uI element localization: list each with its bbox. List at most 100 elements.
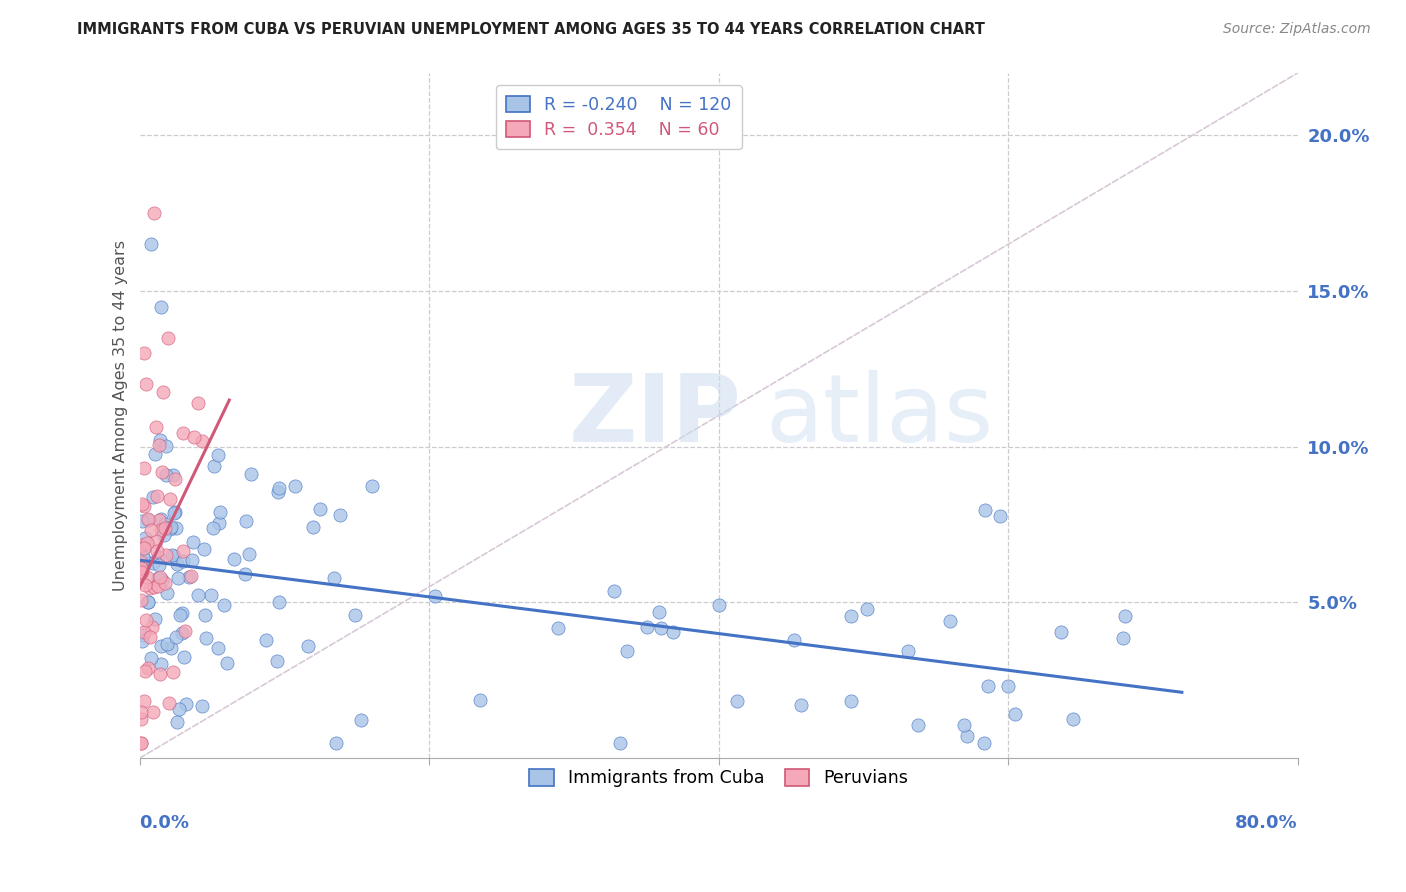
Point <box>152 385 174 400</box>
Point <box>267 595 290 609</box>
Point <box>136 536 159 550</box>
Point <box>136 595 159 609</box>
Point <box>131 628 153 642</box>
Point <box>141 620 163 634</box>
Point <box>155 439 177 453</box>
Point <box>155 467 177 482</box>
Point <box>1112 632 1135 646</box>
Point <box>297 640 319 654</box>
Point <box>603 583 626 598</box>
Point <box>136 661 159 675</box>
Point <box>159 491 181 506</box>
Point <box>165 521 187 535</box>
Point <box>143 612 166 626</box>
Point <box>131 566 153 580</box>
Point <box>183 430 205 444</box>
Point <box>165 505 187 519</box>
Point <box>839 609 862 624</box>
Point <box>302 520 325 534</box>
Point <box>136 595 159 609</box>
Point <box>148 558 170 572</box>
Point <box>136 512 159 526</box>
Point <box>132 552 155 566</box>
Text: ZIP: ZIP <box>569 369 742 461</box>
Point <box>149 657 172 672</box>
Point <box>136 513 159 527</box>
Point <box>233 567 256 582</box>
Point <box>150 573 173 587</box>
Point <box>470 693 492 707</box>
Point <box>155 585 177 599</box>
Point <box>707 598 730 612</box>
Point <box>134 664 156 678</box>
Point <box>790 698 813 712</box>
Point <box>139 237 162 252</box>
Point <box>163 549 186 563</box>
Point <box>135 377 157 392</box>
Point <box>148 549 170 564</box>
Point <box>143 447 166 461</box>
Point <box>254 632 277 647</box>
Point <box>146 543 169 558</box>
Point <box>343 607 366 622</box>
Point <box>129 538 152 552</box>
Point <box>180 568 202 582</box>
Point <box>207 448 229 462</box>
Point <box>163 506 186 520</box>
Point <box>361 479 384 493</box>
Point <box>150 300 173 314</box>
Point <box>139 581 162 595</box>
Point <box>129 560 152 574</box>
Point <box>162 467 184 482</box>
Point <box>173 650 195 665</box>
Point <box>177 569 200 583</box>
Point <box>897 643 920 657</box>
Point <box>167 702 190 716</box>
Point <box>134 578 156 592</box>
Point <box>173 624 195 639</box>
Point <box>155 575 177 590</box>
Point <box>180 552 202 566</box>
Point <box>214 599 236 613</box>
Point <box>142 705 165 719</box>
Point <box>157 697 180 711</box>
Text: IMMIGRANTS FROM CUBA VS PERUVIAN UNEMPLOYMENT AMONG AGES 35 TO 44 YEARS CORRELAT: IMMIGRANTS FROM CUBA VS PERUVIAN UNEMPLO… <box>77 22 986 37</box>
Point <box>997 679 1019 693</box>
Point <box>160 549 183 563</box>
Point <box>191 434 214 448</box>
Point <box>155 549 177 563</box>
Point <box>194 607 217 622</box>
Point <box>149 570 172 584</box>
Point <box>329 508 352 522</box>
Point <box>308 502 330 516</box>
Point <box>283 479 305 493</box>
Point <box>157 331 180 345</box>
Point <box>150 466 173 480</box>
Point <box>187 588 209 602</box>
Point <box>325 736 347 750</box>
Point <box>139 524 162 538</box>
Point <box>181 534 204 549</box>
Point <box>149 433 172 447</box>
Point <box>129 565 152 579</box>
Point <box>153 516 176 531</box>
Point <box>208 516 231 531</box>
Point <box>636 620 658 634</box>
Point <box>725 694 748 708</box>
Point <box>207 641 229 656</box>
Point <box>129 736 152 750</box>
Text: Source: ZipAtlas.com: Source: ZipAtlas.com <box>1223 22 1371 37</box>
Point <box>267 484 290 499</box>
Point <box>202 458 225 473</box>
Point <box>146 489 169 503</box>
Point <box>148 512 170 526</box>
Point <box>159 522 181 536</box>
Point <box>172 626 194 640</box>
Point <box>139 630 162 644</box>
Point <box>142 490 165 504</box>
Point <box>145 534 167 549</box>
Point <box>938 614 960 628</box>
Point <box>131 564 153 578</box>
Point <box>129 736 152 750</box>
Point <box>222 552 245 566</box>
